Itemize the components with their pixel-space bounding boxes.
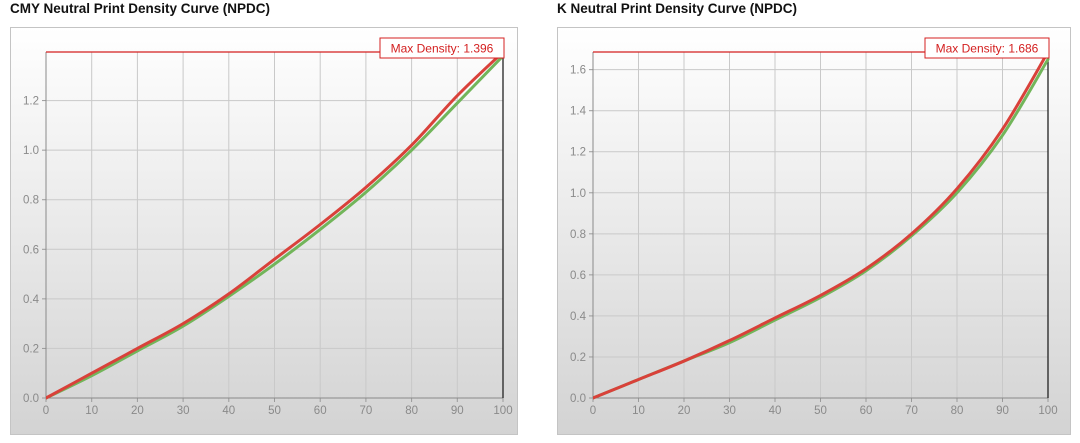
- cmy-max-density-label: Max Density: 1.396: [391, 42, 494, 56]
- cmy-x-tick-label-5: 50: [268, 405, 281, 417]
- k-x-tick-label-7: 70: [905, 405, 918, 417]
- cmy-chart-title: CMY Neutral Print Density Curve (NPDC): [10, 1, 271, 16]
- k-x-tick-label-8: 80: [951, 405, 964, 417]
- cmy-y-tick-label-3: 0.6: [23, 244, 39, 256]
- k-chart-frame: [557, 27, 1071, 435]
- cmy-x-tick-label-2: 20: [131, 405, 144, 417]
- cmy-y-tick-label-0: 0.0: [23, 393, 39, 405]
- cmy-series-line-0: [46, 54, 505, 400]
- k-y-tick-label-4: 0.8: [570, 229, 586, 241]
- cmy-x-tick-label-0: 0: [43, 405, 49, 417]
- k-x-tick-label-1: 10: [632, 405, 645, 417]
- k-series-line-1: [593, 50, 1050, 400]
- k-y-tick-label-2: 0.4: [570, 311, 587, 323]
- cmy-x-tick-label-10: 100: [493, 405, 512, 417]
- k-x-tick-label-5: 50: [814, 405, 827, 417]
- k-max-density-box: [924, 37, 1050, 59]
- k-x-tick-label-9: 90: [996, 405, 1009, 417]
- cmy-max-density-box: [379, 37, 505, 59]
- cmy-x-tick-label-6: 60: [314, 405, 327, 417]
- k-npdc-panel: K Neutral Print Density Curve (NPDC) 0 10…: [557, 0, 1075, 443]
- k-y-tick-label-8: 1.6: [570, 65, 586, 77]
- k-y-tick-label-5: 1.0: [570, 188, 586, 200]
- k-y-tick-label-6: 1.2: [570, 147, 586, 159]
- k-chart-title: K Neutral Print Density Curve (NPDC): [557, 1, 798, 16]
- k-x-tick-label-6: 60: [860, 405, 873, 417]
- cmy-x-tick-label-1: 10: [85, 405, 98, 417]
- cmy-chart-frame: [10, 27, 518, 435]
- cmy-x-tick-label-8: 80: [405, 405, 418, 417]
- cmy-series-line-1: [46, 50, 505, 400]
- cmy-y-tick-label-1: 0.2: [23, 343, 39, 355]
- cmy-y-tick-label-4: 0.8: [23, 195, 39, 207]
- cmy-y-tick-label-2: 0.4: [23, 294, 40, 306]
- k-x-tick-label-10: 100: [1038, 405, 1057, 417]
- cmy-x-tick-label-9: 90: [451, 405, 464, 417]
- cmy-x-tick-label-4: 40: [222, 405, 235, 417]
- cmy-npdc-chart: 0 10 20 30 40 50 60 70 80 90 100 0.0 0.2 0.4 0.6 0.8 1.0…: [10, 27, 518, 435]
- k-x-tick-label-3: 30: [723, 405, 736, 417]
- cmy-x-tick-label-3: 30: [177, 405, 190, 417]
- k-y-tick-label-1: 0.2: [570, 352, 586, 364]
- cmy-x-tick-label-7: 70: [360, 405, 373, 417]
- cmy-y-tick-label-5: 1.0: [23, 145, 39, 157]
- k-max-density-label: Max Density: 1.686: [936, 42, 1039, 56]
- cmy-npdc-panel: CMY Neutral Print Density Curve (NPDC) 0…: [10, 0, 522, 443]
- k-y-tick-label-3: 0.6: [570, 270, 586, 282]
- k-npdc-chart: 0 10 20 30 40 50 60 70 80 90 100 0.0 0.2 0.4 0.6 0.8 1.0…: [557, 27, 1071, 435]
- k-y-tick-label-0: 0.0: [570, 393, 586, 405]
- k-x-tick-label-4: 40: [769, 405, 782, 417]
- k-x-tick-label-2: 20: [678, 405, 691, 417]
- k-y-tick-label-7: 1.4: [570, 106, 587, 118]
- k-x-tick-label-0: 0: [590, 405, 596, 417]
- cmy-y-tick-label-6: 1.2: [23, 96, 39, 108]
